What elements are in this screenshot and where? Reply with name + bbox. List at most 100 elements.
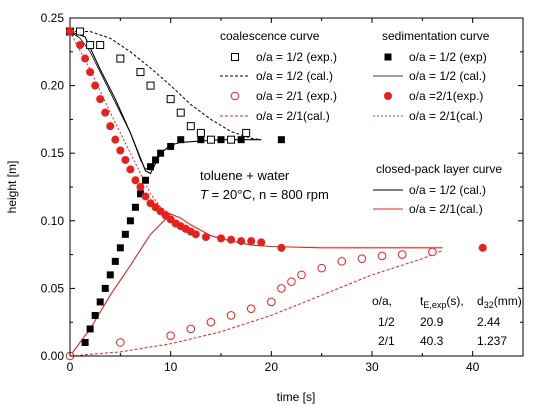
data-point-coal_exp_21 xyxy=(377,251,387,261)
legend-header-sedimentation: sedimentation curve xyxy=(382,29,490,43)
legend-marker-sed_exp_12 xyxy=(384,53,392,61)
table-row-1-t: 20.9 xyxy=(420,315,444,329)
annotation-T-symbol: T xyxy=(200,187,209,202)
legend-label-coal_exp_21: o/a = 2/1 (exp.) xyxy=(256,89,337,103)
data-point-sed_exp_12 xyxy=(111,257,119,265)
annotation-conditions: T = 20°C, n = 800 rpm xyxy=(200,187,329,202)
data-point-sed_exp_12 xyxy=(101,284,109,292)
data-point-coal_exp_21 xyxy=(357,254,367,263)
legend-marker-coal_exp_21 xyxy=(230,91,240,101)
data-point-sed_exp_12 xyxy=(197,136,205,144)
data-point-coal_exp_21 xyxy=(186,324,196,334)
data-point-coal_exp_12 xyxy=(96,41,105,50)
results-table: o/a, tE,exp(s), d32(mm) 1/2 20.9 2.44 2/… xyxy=(372,294,522,348)
legend-header-coalescence: coalescence curve xyxy=(220,29,320,43)
data-point-coal_exp_21 xyxy=(337,257,347,266)
data-point-coal_exp_12 xyxy=(227,135,236,144)
data-point-coal_exp_12 xyxy=(176,108,185,117)
data-point-sed_exp_12 xyxy=(86,325,94,333)
table-header-t-tail: (s), xyxy=(446,294,463,308)
table-header-d-tail: (mm) xyxy=(494,294,522,308)
data-point-sed_exp_21 xyxy=(191,230,200,239)
legend-marker-coal_exp_12 xyxy=(231,53,239,61)
data-point-sed_exp_21 xyxy=(136,183,145,191)
data-point-coal_exp_21 xyxy=(267,297,276,307)
y-tick-label: 0.10 xyxy=(41,214,65,228)
data-point-sed_exp_21 xyxy=(141,192,150,201)
data-point-sed_exp_12 xyxy=(157,149,165,157)
data-point-sed_exp_21 xyxy=(86,68,95,77)
table-row-2-t: 40.3 xyxy=(420,334,444,348)
data-point-sed_exp_12 xyxy=(126,217,134,225)
axis-layer: 0 10 20 30 40 0.00 0.05 0.10 0.15 0.20 0.25 xyxy=(41,11,523,374)
data-point-coal_exp_12 xyxy=(86,41,95,50)
data-point-sed_exp_21 xyxy=(201,233,210,242)
annotation-conditions-rest: = 20°C, n = 800 rpm xyxy=(208,187,329,202)
table-header-d: d32(mm) xyxy=(477,294,522,310)
data-point-coal_exp_21 xyxy=(317,263,326,273)
annotation-system: toluene + water xyxy=(200,168,290,183)
data-point-sed_exp_21 xyxy=(478,243,487,252)
data-point-sed_exp_12 xyxy=(237,136,245,144)
y-tick-label: 0.05 xyxy=(41,281,65,295)
table-row-2-d: 1.237 xyxy=(477,334,507,348)
y-axis-title: height [m] xyxy=(5,161,19,214)
table-row-1-d: 2.44 xyxy=(477,315,501,329)
data-point-coal_exp_12 xyxy=(146,81,155,90)
data-point-sed_exp_21 xyxy=(121,155,130,164)
data-point-sed_exp_21 xyxy=(111,135,120,144)
x-tick-label: 10 xyxy=(164,360,178,374)
data-point-sed_exp_21 xyxy=(81,54,90,63)
table-row-1-oa: 1/2 xyxy=(378,315,395,329)
legend: coalescence curve sedimentation curve cl… xyxy=(220,29,502,216)
y-tick-label: 0.25 xyxy=(41,11,65,25)
data-point-coal_exp_21 xyxy=(226,311,236,320)
data-point-sed_exp_12 xyxy=(121,230,129,238)
data-point-coal_exp_12 xyxy=(242,128,251,137)
legend-header-closed-pack: closed-pack layer curve xyxy=(376,162,502,176)
data-point-coal_exp_21 xyxy=(287,277,296,286)
data-point-sed_exp_12 xyxy=(177,136,185,144)
data-point-sed_exp_21 xyxy=(76,41,85,50)
data-point-sed_exp_12 xyxy=(147,163,155,171)
data-point-sed_exp_21 xyxy=(247,237,256,246)
x-tick-label: 20 xyxy=(265,360,279,374)
y-tick-label: 0.20 xyxy=(41,79,65,93)
legend-label-cp_cal_12: o/a = 1/2 (cal.) xyxy=(409,183,486,197)
annotation: toluene + water T = 20°C, n = 800 rpm xyxy=(200,168,329,202)
legend-marker-sed_exp_21 xyxy=(384,92,392,100)
data-point-sed_exp_12 xyxy=(217,136,225,144)
data-point-coal_exp_21 xyxy=(116,338,125,347)
data-point-sed_exp_12 xyxy=(131,203,139,211)
data-point-sed_exp_21 xyxy=(91,81,100,90)
data-point-sed_exp_12 xyxy=(91,311,99,319)
legend-label-sed_exp_21: o/a =2/1(exp.) xyxy=(409,89,483,103)
data-point-coal_exp_12 xyxy=(196,128,205,137)
x-tick-label: 0 xyxy=(67,360,74,374)
legend-label-sed_cal_21: o/a = 2/1(cal.) xyxy=(409,109,483,123)
data-point-coal_exp_21 xyxy=(246,304,256,313)
data-point-sed_exp_12 xyxy=(152,156,160,164)
data-point-coal_exp_12 xyxy=(116,54,125,63)
data-point-coal_exp_21 xyxy=(166,331,175,341)
data-point-coal_exp_12 xyxy=(186,122,195,131)
table-header-d-sub: 32 xyxy=(484,300,494,310)
table-header-t-sub: E,exp xyxy=(423,300,446,310)
table-row-2-oa: 2/1 xyxy=(378,334,395,348)
data-point-sed_exp_21 xyxy=(101,108,110,117)
data-point-sed_exp_12 xyxy=(136,190,144,198)
data-point-sed_exp_21 xyxy=(237,237,246,246)
y-tick-label: 0.00 xyxy=(41,349,65,363)
data-point-sed_exp_12 xyxy=(277,136,285,144)
data-point-coal_exp_21 xyxy=(297,270,306,280)
data-point-sed_exp_21 xyxy=(227,235,236,244)
legend-label-coal_cal_12: o/a = 1/2 (cal.) xyxy=(256,69,333,83)
x-axis-title: time [s] xyxy=(277,390,316,404)
data-point-coal_exp_21 xyxy=(428,247,437,257)
series-line-coal_cal_21 xyxy=(69,250,443,357)
legend-label-coal_exp_12: o/a = 1/2 (exp.) xyxy=(256,50,337,64)
table-header-t: tE,exp(s), xyxy=(420,294,464,310)
legend-label-cp_cal_21: o/a = 2/1(cal.) xyxy=(409,202,483,216)
data-point-coal_exp_12 xyxy=(136,68,145,77)
